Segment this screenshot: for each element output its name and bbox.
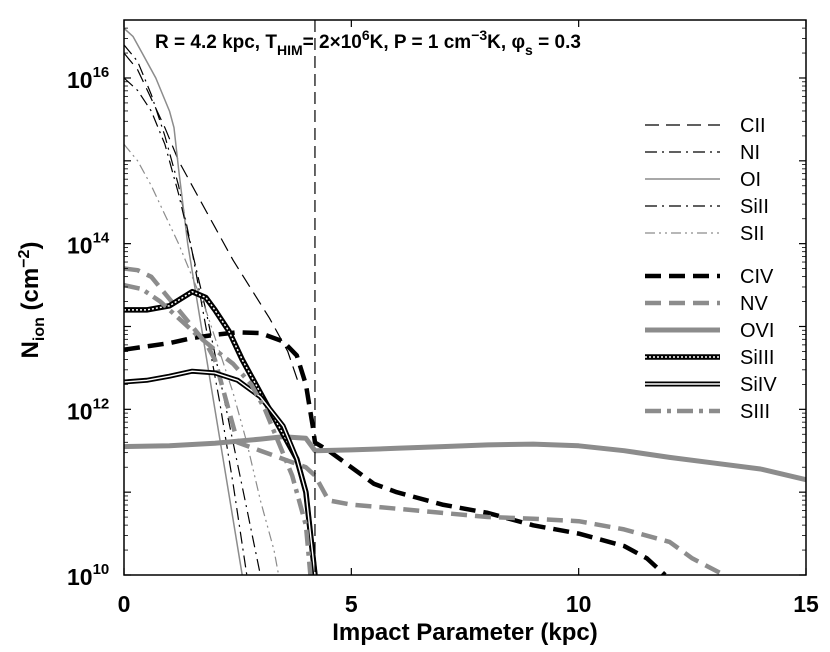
y-axis-label: Nion (cm−2) (16, 242, 48, 359)
legend-label-ni: NI (740, 142, 760, 164)
legend: CII NI OI SiII SII CIV NV OVI SiIII SiIV SIII (645, 115, 777, 423)
y-tick-label-16: 1016 (67, 64, 109, 93)
legend-item-siii: SiII (645, 196, 769, 218)
legend-item-nv: NV (645, 293, 768, 315)
legend-label-siii: SiII (740, 196, 769, 218)
legend-item-oi: OI (645, 169, 761, 191)
plot-frame (123, 19, 807, 576)
series-siii (124, 282, 313, 575)
series-sii-line (124, 143, 280, 575)
legend-label-siiv: SiIV (740, 374, 777, 396)
y-axis-ticks: 1010 1012 1014 1016 (67, 19, 806, 590)
legend-label-civ: CIV (740, 266, 774, 288)
series-layer (124, 27, 806, 575)
legend-label-cii: CII (740, 115, 766, 137)
series-siii-line (124, 282, 313, 575)
x-axis-ticks: 0 5 10 15 (118, 20, 819, 617)
legend-label-sii: SII (740, 223, 764, 245)
legend-item-sii: SII (645, 223, 764, 245)
series-siii (124, 77, 261, 575)
legend-item-ni: NI (645, 142, 760, 164)
y-tick-label-14: 1014 (67, 230, 110, 259)
series-civ (124, 330, 667, 575)
y-tick-label-10: 1010 (67, 561, 109, 590)
series-sii (124, 143, 280, 575)
x-tick-label-0: 0 (118, 591, 131, 617)
legend-label-ovi: OVI (740, 320, 774, 342)
y-tick-label-12: 1012 (67, 395, 109, 424)
legend-item-cii: CII (645, 115, 766, 137)
legend-label-oi: OI (740, 169, 761, 191)
legend-item-siii: SIII (645, 401, 770, 423)
legend-label-siiii: SiIII (740, 347, 774, 369)
x-tick-label-10: 10 (566, 591, 592, 617)
series-siiv-line (124, 368, 318, 575)
series-nv (124, 266, 726, 575)
x-tick-label-15: 15 (793, 591, 819, 617)
legend-item-siiv: SiIV (645, 374, 777, 396)
series-oi (124, 27, 243, 575)
series-siiv-line-core (124, 370, 316, 575)
legend-label-siii: SIII (740, 401, 770, 423)
series-oi-line (124, 27, 243, 575)
series-ovi (124, 434, 806, 483)
legend-item-civ: CIV (645, 266, 774, 288)
legend-item-siiii: SiIII (645, 347, 774, 369)
series-ovi-line (124, 434, 806, 483)
series-siiv (124, 368, 318, 575)
series-cii-line (124, 52, 300, 385)
series-civ-line (124, 330, 667, 575)
legend-item-ovi: OVI (645, 320, 774, 342)
series-nv-line (124, 266, 726, 575)
x-tick-label-5: 5 (345, 591, 358, 617)
series-cii (124, 52, 300, 385)
legend-label-nv: NV (740, 293, 768, 315)
series-siii-line (124, 77, 261, 575)
x-axis-label: Impact Parameter (kpc) (332, 619, 597, 646)
chart-title: R = 4.2 kpc, THIM= 2×106K, P = 1 cm−3K, … (155, 27, 581, 58)
